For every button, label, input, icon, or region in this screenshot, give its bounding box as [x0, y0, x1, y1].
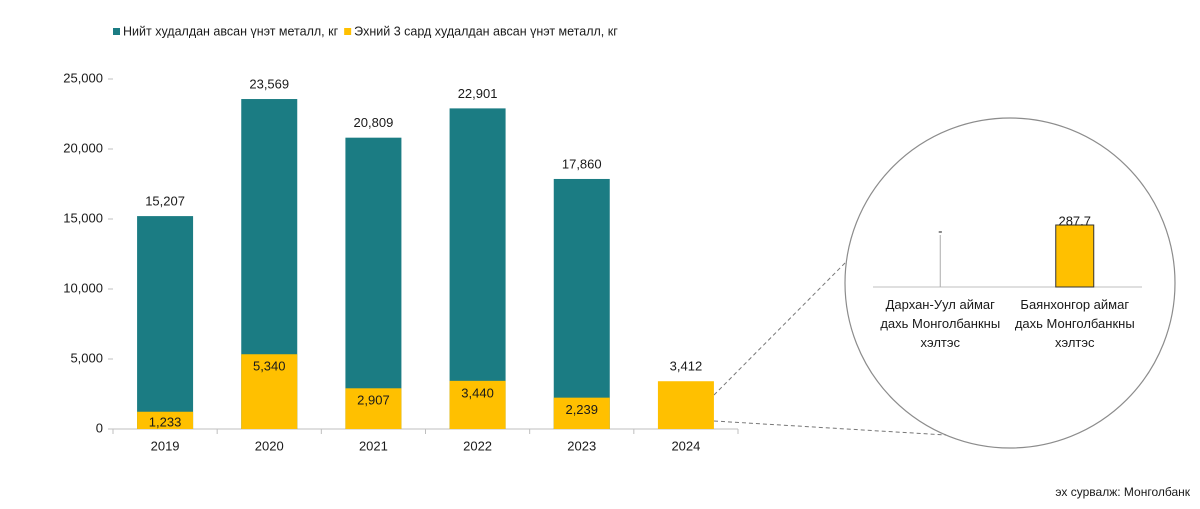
x-tick-label: 2021 — [359, 438, 388, 453]
legend-label: Нийт худалдан авсан үнэт металл, кг — [123, 24, 339, 38]
value-label: - — [938, 223, 942, 238]
inset-category-label: Дархан-Уул аймаг дахь Монголбанкны хэлтэ… — [880, 297, 1001, 350]
y-tick-label: 20,000 — [63, 140, 103, 155]
value-label: 15,207 — [145, 194, 185, 209]
bar — [137, 216, 194, 429]
source: эх сурвалж: Монголбанк — [1055, 485, 1190, 499]
legend-label: Эхний 3 сард худалдан авсан үнэт металл,… — [354, 24, 618, 38]
value-label: 17,860 — [562, 156, 602, 171]
zoom-line — [713, 420, 947, 436]
bar — [449, 380, 506, 429]
y-tick-label: 5,000 — [70, 350, 103, 365]
legend-swatch — [344, 28, 352, 35]
value-label: 3,440 — [461, 385, 494, 400]
value-label: 1,233 — [149, 414, 182, 429]
bar — [449, 108, 506, 430]
bar — [241, 354, 298, 429]
value-label: 2,907 — [357, 393, 390, 408]
x-tick-label: 2019 — [151, 438, 180, 453]
y-tick-label: 15,000 — [63, 210, 103, 225]
x-tick-label: 2024 — [671, 438, 700, 453]
bar — [345, 388, 402, 429]
x-tick-label: 2023 — [567, 438, 596, 453]
value-label: 2,239 — [565, 402, 598, 417]
value-label: 3,412 — [670, 359, 703, 374]
bar — [553, 178, 610, 429]
inset-category-label: Баянхонгор аймаг дахь Монголбанкны хэлтэ… — [1014, 297, 1135, 350]
value-label: 22,901 — [458, 86, 498, 101]
x-tick-label: 2020 — [255, 438, 284, 453]
bar — [553, 397, 610, 429]
y-tick-label: 0 — [96, 420, 103, 435]
bar — [345, 137, 402, 429]
bar — [1055, 224, 1095, 288]
y-tick-label: 10,000 — [63, 280, 103, 295]
value-label: 23,569 — [249, 76, 289, 91]
x-tick-label: 2022 — [463, 438, 492, 453]
zoom-line — [713, 261, 847, 396]
inset-circle — [844, 117, 1176, 449]
bar — [657, 381, 714, 429]
value-label: 20,809 — [354, 115, 394, 130]
bar — [137, 411, 194, 429]
legend-swatch — [113, 28, 120, 35]
value-label: 287.7 — [1058, 213, 1091, 228]
y-tick-label: 25,000 — [63, 70, 103, 85]
value-label: 5,340 — [253, 359, 286, 374]
